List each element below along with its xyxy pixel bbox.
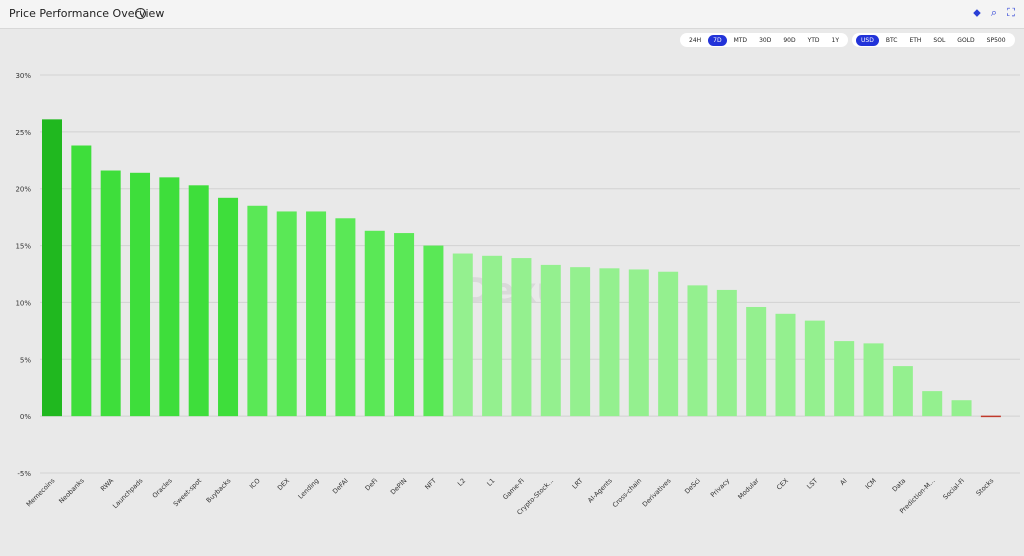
y-tick-label: 20% xyxy=(15,186,31,194)
bar-privacy xyxy=(716,289,737,417)
bar-modular xyxy=(746,306,767,417)
x-tick-label: Neobanks xyxy=(57,476,86,505)
share-icon[interactable]: ⬥ xyxy=(973,6,981,19)
timeframe-90d[interactable]: 90D xyxy=(783,36,796,44)
bar-l1 xyxy=(482,255,503,417)
page-title: Price Performance Overview xyxy=(9,7,165,20)
bar-rwa xyxy=(100,170,121,417)
bar-social-fi xyxy=(951,400,972,417)
x-tick-label: L2 xyxy=(456,477,467,488)
x-tick-label: DeFi xyxy=(364,477,380,493)
timeframe-30d[interactable]: 30D xyxy=(759,36,772,44)
timeframe-24h[interactable]: 24H xyxy=(689,36,702,44)
fullscreen-icon[interactable]: ⛶ xyxy=(1007,6,1015,19)
currency-eth[interactable]: ETH xyxy=(909,36,922,44)
currency-sol[interactable]: SOL xyxy=(933,36,946,44)
bar-icm xyxy=(863,343,884,417)
bar-launchpads xyxy=(130,172,151,417)
x-tick-label: DePIN xyxy=(389,477,409,497)
x-tick-label: RWA xyxy=(99,476,115,492)
bar-derivatives xyxy=(658,271,679,417)
bar-l2 xyxy=(452,253,473,417)
bar-game-fi xyxy=(511,258,532,417)
y-tick-label: 15% xyxy=(15,243,31,251)
x-tick-label: Sweet-spot xyxy=(172,476,204,508)
currency-gold[interactable]: GOLD xyxy=(957,36,975,44)
timeframe-1y[interactable]: 1Y xyxy=(831,36,840,44)
bar-defi xyxy=(364,230,385,417)
bar-prediction-m- xyxy=(922,391,943,417)
x-tick-label: NFT xyxy=(423,477,437,491)
x-tick-label: AI-Agents xyxy=(586,476,614,504)
info-icon[interactable]: i xyxy=(135,8,146,19)
x-tick-label: Privacy xyxy=(709,477,731,499)
search-icon[interactable]: ⌕ xyxy=(990,6,998,19)
x-tick-label: Modular xyxy=(736,477,760,501)
bar-lending xyxy=(306,211,327,417)
bar-oracles xyxy=(159,177,180,417)
bar-desci xyxy=(687,285,708,417)
timeframe-selector: 24H 7D MTD 30D 90D YTD 1Y xyxy=(680,33,849,47)
timeframe-mtd[interactable]: MTD xyxy=(733,36,748,44)
y-tick-label: 0% xyxy=(20,413,31,421)
bar-buybacks xyxy=(218,197,239,417)
x-tick-label: Social-Fi xyxy=(941,477,966,502)
currency-sp500[interactable]: SP500 xyxy=(986,36,1006,44)
bar-cross-chain xyxy=(628,269,649,417)
bar-ico xyxy=(247,205,268,417)
currency-usd[interactable]: USD xyxy=(856,34,879,46)
x-tick-label: AI xyxy=(838,477,848,487)
header: Price Performance Overview i ⬥ ⌕ ⛶ xyxy=(0,0,1024,29)
y-tick-label: 5% xyxy=(20,356,31,364)
y-tick-label: 30% xyxy=(15,72,31,80)
x-tick-label: Derivatives xyxy=(641,476,673,508)
bar-lrt xyxy=(570,267,591,417)
y-tick-label: 10% xyxy=(15,299,31,307)
bar-sweet-spot xyxy=(188,185,209,417)
x-tick-label: Cross-chain xyxy=(611,477,643,509)
bar-defai xyxy=(335,218,356,417)
x-tick-label: Memecoins xyxy=(25,476,57,508)
x-tick-label: Oracles xyxy=(151,476,174,499)
x-tick-label: Data xyxy=(891,477,908,494)
x-tick-label: ICM xyxy=(864,477,878,491)
x-tick-label: DEX xyxy=(276,476,292,492)
timeframe-7d[interactable]: 7D xyxy=(708,34,727,46)
bar-cex xyxy=(775,313,796,417)
x-tick-label: Stocks xyxy=(975,476,996,497)
bar-stocks xyxy=(980,415,1001,418)
x-tick-label: L1 xyxy=(485,477,496,488)
bar-nft xyxy=(423,245,444,417)
bar-dex xyxy=(276,211,297,417)
y-tick-label: -5% xyxy=(17,470,31,478)
x-tick-label: CEX xyxy=(775,476,790,491)
y-tick-label: 25% xyxy=(15,129,31,137)
x-tick-label: Lending xyxy=(297,477,321,501)
x-tick-label: LRT xyxy=(571,477,585,491)
bar-ai-agents xyxy=(599,268,620,417)
x-tick-label: LST xyxy=(805,477,819,491)
currency-btc[interactable]: BTC xyxy=(885,36,898,44)
x-tick-label: DeSci xyxy=(683,477,702,496)
bar-neobanks xyxy=(71,145,92,417)
bar-data xyxy=(892,366,913,417)
x-tick-label: Launchpads xyxy=(111,476,145,510)
bar-memecoins xyxy=(42,119,62,417)
x-tick-label: ICO xyxy=(248,477,262,491)
x-tick-label: DeFAI xyxy=(331,477,350,496)
x-tick-label: Buybacks xyxy=(205,476,233,504)
bar-ai xyxy=(834,341,855,417)
x-tick-label: Game-Fi xyxy=(501,477,526,502)
bar-lst xyxy=(804,320,825,417)
currency-selector: USD BTC ETH SOL GOLD SP500 xyxy=(852,33,1015,47)
bar-depin xyxy=(394,233,415,417)
bar-crypto-stock- xyxy=(540,264,561,417)
timeframe-ytd[interactable]: YTD xyxy=(807,36,820,44)
